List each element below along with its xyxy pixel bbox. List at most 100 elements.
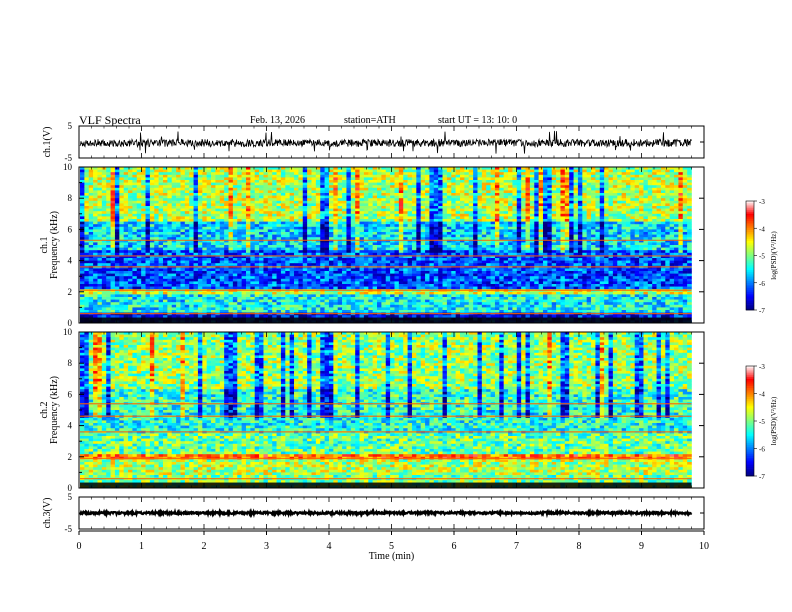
spectrogram-cell xyxy=(154,247,159,251)
spectrogram-cell xyxy=(425,185,430,189)
spectrogram-cell xyxy=(202,213,207,217)
spectrogram-cell xyxy=(294,213,299,217)
spectrogram-cell xyxy=(106,208,111,212)
spectrogram-cell xyxy=(324,255,330,259)
spectrogram-cell xyxy=(599,232,605,235)
spectrogram-cell xyxy=(477,237,483,241)
spectrogram-cell xyxy=(254,252,260,256)
spectrogram-cell xyxy=(128,237,133,241)
spectrogram-cell xyxy=(669,226,675,230)
spectrogram-cell xyxy=(337,242,343,246)
spectrogram-cell xyxy=(285,224,290,228)
spectrogram-cell xyxy=(162,226,168,230)
spectrogram-cell xyxy=(573,221,579,225)
spectrogram-cell xyxy=(625,177,631,181)
spectrogram-cell xyxy=(569,180,574,183)
spectrogram-cell xyxy=(621,200,627,204)
spectrogram-cell xyxy=(639,177,644,181)
spectrogram-cell xyxy=(149,180,155,183)
spectrogram-cell xyxy=(560,250,566,254)
spectrogram-cell xyxy=(556,180,561,183)
spectrogram-cell xyxy=(499,169,504,173)
spectrogram-cell xyxy=(617,245,622,248)
spectrogram-cell xyxy=(556,203,561,207)
spectrogram-cell xyxy=(420,229,426,233)
spectrogram-cell xyxy=(355,208,360,212)
spectrogram-cell xyxy=(355,213,360,217)
spectrogram-cell xyxy=(298,224,304,228)
spectrogram-cell xyxy=(556,250,561,254)
spectrogram-cell xyxy=(560,174,566,178)
spectrogram-cell xyxy=(416,172,421,176)
spectrogram-cell xyxy=(674,187,679,191)
spectrogram-cell xyxy=(320,219,325,222)
spectrogram-cell xyxy=(245,180,251,183)
spectrogram-cell xyxy=(302,206,308,209)
spectrogram-cell xyxy=(154,187,159,191)
spectrogram-cell xyxy=(433,193,439,196)
spectrogram-cell xyxy=(586,242,592,246)
spectrogram-cell xyxy=(674,229,679,233)
spectrogram-cell xyxy=(250,221,256,225)
spectrogram-cell xyxy=(324,185,330,189)
spectrogram-cell xyxy=(442,250,448,254)
spectrogram-cell xyxy=(289,252,295,256)
spectrogram-cell xyxy=(411,193,417,196)
spectrogram-cell xyxy=(398,200,404,204)
spectrogram-cell xyxy=(652,198,657,202)
spectrogram-cell xyxy=(84,174,90,178)
spectrogram-cell xyxy=(193,180,199,183)
spectrogram-cell xyxy=(97,247,103,251)
spectrogram-cell xyxy=(302,250,308,254)
spectrogram-cell xyxy=(346,185,352,189)
spectrogram-cell xyxy=(630,242,636,246)
spectrogram-cell xyxy=(534,224,539,228)
spectrogram-cell xyxy=(665,195,670,199)
spectrogram-cell xyxy=(490,206,496,209)
spectrogram-cell xyxy=(617,172,622,176)
spectrogram-cell xyxy=(197,193,203,196)
spectrogram-cell xyxy=(232,245,238,248)
spectrogram-cell xyxy=(433,182,439,186)
spectrogram-cell xyxy=(119,252,124,256)
spectrogram-cell xyxy=(499,208,504,212)
spectrogram-cell xyxy=(647,232,653,235)
spectrogram-cell xyxy=(687,172,692,176)
spectrogram-cell xyxy=(529,193,535,196)
spectrogram-cell xyxy=(665,200,670,204)
spectrogram-cell xyxy=(656,200,662,204)
spectrogram-cell xyxy=(302,242,308,246)
spectrogram-cell xyxy=(608,247,614,251)
spectrogram-cell xyxy=(634,242,640,246)
spectrogram-cell xyxy=(158,200,164,204)
spectrogram-cell xyxy=(429,239,435,243)
spectrogram-cell xyxy=(403,250,408,254)
spectrogram-cell xyxy=(193,193,199,196)
spectrogram-cell xyxy=(403,190,408,194)
spectrogram-cell xyxy=(80,229,85,233)
spectrogram-cell xyxy=(556,232,561,235)
spectrogram-cell xyxy=(451,245,456,248)
spectrogram-cell xyxy=(682,195,688,199)
spectrogram-cell xyxy=(625,211,631,215)
spectrogram-cell xyxy=(197,172,203,176)
spectrogram-cell xyxy=(468,185,474,189)
spectrogram-cell xyxy=(451,172,456,176)
spectrogram-cell xyxy=(617,232,622,235)
spectrogram-cell xyxy=(582,219,587,222)
spectrogram-cell xyxy=(560,193,566,196)
spectrogram-cell xyxy=(193,242,199,246)
spectrogram-cell xyxy=(298,216,304,220)
spectrogram-cell xyxy=(368,208,373,212)
spectrogram-cell xyxy=(263,198,269,202)
spectrogram-cell xyxy=(88,216,94,220)
spectrogram-cell xyxy=(608,219,614,222)
spectrogram-cell xyxy=(521,190,526,194)
spectrogram-cell xyxy=(394,203,400,207)
spectrogram-cell xyxy=(499,190,504,194)
spectrogram-cell xyxy=(564,237,570,241)
spectrogram-cell xyxy=(259,221,264,225)
spectrogram-cell xyxy=(665,237,670,241)
spectrogram-cell xyxy=(639,237,644,241)
spectrogram-cell xyxy=(682,203,688,207)
